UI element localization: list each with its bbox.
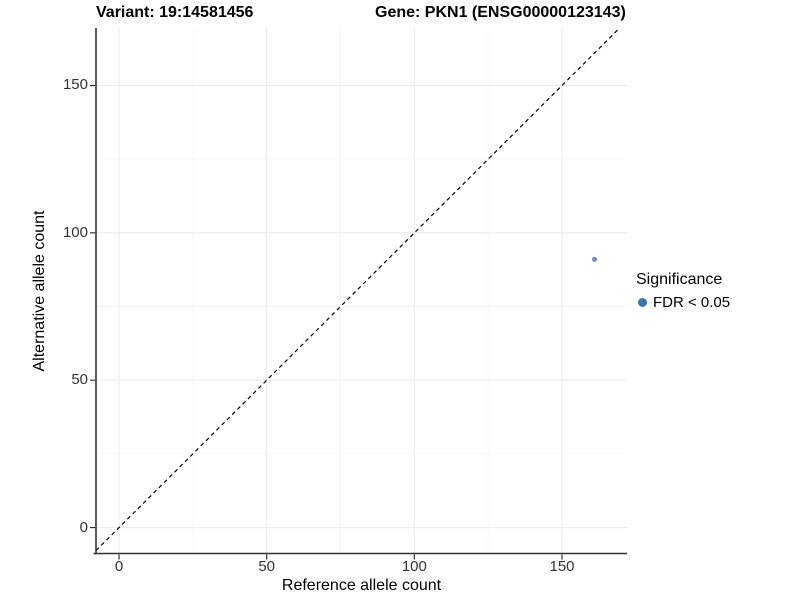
legend-point-icon: [638, 298, 647, 307]
x-axis-title: Reference allele count: [281, 577, 442, 594]
y-tick-label: 100: [62, 223, 88, 241]
plot-title-variant: Variant: 19:14581456: [96, 4, 254, 21]
legend-item-label: FDR < 0.05: [653, 294, 731, 311]
x-tick-label: 150: [549, 558, 575, 575]
identity-dashed-line: [95, 27, 621, 551]
x-tick-label: 0: [114, 558, 124, 575]
plot-title-gene: Gene: PKN1 (ENSG00000123143): [375, 4, 626, 21]
legend-item: FDR < 0.05: [638, 294, 730, 311]
y-axis-title: Alternative allele count: [31, 210, 48, 372]
y-tick-label: 0: [79, 518, 88, 536]
legend-title: Significance: [636, 271, 723, 288]
data-point: [592, 256, 598, 262]
x-tick-label: 100: [401, 558, 427, 575]
y-tick-label: 150: [62, 76, 88, 94]
legend: Significance FDR < 0.05: [636, 271, 730, 311]
y-tick-label: 50: [71, 371, 88, 389]
x-tick-label: 50: [258, 558, 276, 575]
